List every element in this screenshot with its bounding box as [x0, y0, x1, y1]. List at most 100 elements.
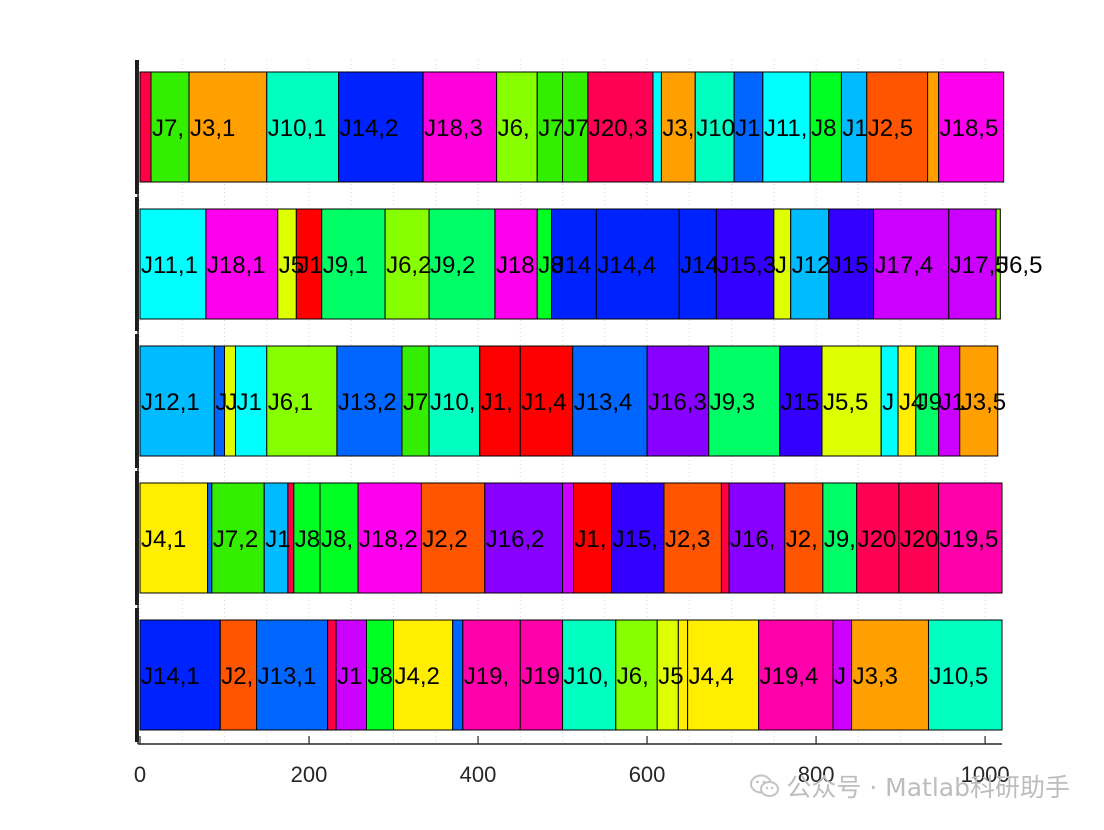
task-label: J10, [564, 663, 609, 690]
task-label: J9,1 [323, 252, 368, 279]
task-bars [135, 60, 1005, 742]
task-label: J18,1 [207, 252, 266, 279]
task-bar [562, 482, 575, 594]
task-bar [293, 482, 321, 594]
task-label: J1 [236, 389, 261, 416]
task-bar [784, 482, 824, 594]
task-label: J8 [811, 115, 836, 142]
task-bar [295, 208, 323, 320]
task-label: J2, [786, 526, 818, 553]
task-label: J18,2 [359, 526, 418, 553]
task-label: J12 [792, 252, 831, 279]
task-label: J3,5 [961, 389, 1006, 416]
task-bar [959, 345, 999, 457]
x-tick-label: 800 [798, 762, 835, 787]
task-label: J7 [403, 389, 428, 416]
task-bar [873, 208, 950, 320]
task-bar [927, 71, 940, 183]
task-bar [762, 71, 811, 183]
wechat-icon [750, 773, 780, 805]
watermark-text: 公众号 · Matlab科研助手 [786, 773, 1070, 802]
task-label: J17,5 [950, 252, 1009, 279]
task-label: J14,2 [340, 115, 399, 142]
task-label: J13,4 [574, 389, 633, 416]
task-bar [562, 71, 589, 183]
task-bar [856, 482, 900, 594]
task-bar [562, 619, 617, 731]
task-bar [496, 71, 538, 183]
task-bar [779, 345, 823, 457]
task-label: J7 [538, 115, 563, 142]
task-label: J10 [696, 115, 735, 142]
task-bar [587, 71, 654, 183]
task-label: J6,2 [386, 252, 431, 279]
task-bar [150, 71, 190, 183]
task-bar [660, 71, 696, 183]
task-bar [652, 71, 662, 183]
task-label: J14,4 [597, 252, 656, 279]
task-bar [256, 619, 329, 731]
task-bar [338, 71, 424, 183]
task-label: J16, [730, 526, 775, 553]
task-bar [519, 619, 564, 731]
task-label: J7 [564, 115, 589, 142]
task-bar [357, 482, 422, 594]
task-label: J9,3 [710, 389, 755, 416]
task-label: J13,1 [258, 663, 317, 690]
task-label: J1 [265, 526, 290, 553]
task-label: J16,3 [648, 389, 707, 416]
row-axis-marker [135, 334, 139, 468]
row-axis-marker [135, 197, 139, 331]
watermark: 公众号 · Matlab科研助手 [750, 768, 1070, 805]
task-label: J [215, 389, 227, 416]
task-label: J1 [940, 389, 965, 416]
task-label: J3,1 [190, 115, 235, 142]
task-bar [898, 482, 940, 594]
task-label: J5 [279, 252, 304, 279]
task-bar [927, 619, 1003, 731]
task-bar [938, 482, 1003, 594]
task-label: J1, [575, 526, 607, 553]
x-tick-label: 600 [629, 762, 666, 787]
task-bar [821, 345, 882, 457]
task-bar [266, 71, 340, 183]
task-bar [139, 345, 215, 457]
task-bar [611, 482, 665, 594]
x-tick-label: 400 [460, 762, 497, 787]
task-label: J6, [617, 663, 649, 690]
x-ticks: 0 200 400 600 800 1000 [134, 736, 1010, 787]
task-bar [733, 71, 764, 183]
task-label: J17,4 [875, 252, 934, 279]
task-bar [822, 482, 858, 594]
row-axis-marker [135, 471, 139, 605]
task-label: J1 [337, 663, 362, 690]
task-bar [479, 345, 521, 457]
task-label: J10, [430, 389, 475, 416]
task-label: J7,2 [213, 526, 258, 553]
task-bar [428, 345, 481, 457]
task-bar [573, 482, 613, 594]
task-label: J20 [900, 526, 939, 553]
task-bar [234, 345, 268, 457]
task-bar [809, 71, 842, 183]
task-label: J9,2 [430, 252, 475, 279]
task-label: J1 [735, 115, 760, 142]
task-label: J8 [295, 526, 320, 553]
task-label: J13,2 [338, 389, 397, 416]
task-label: J20 [858, 526, 897, 553]
task-label: J8, [321, 526, 353, 553]
task-label: J8 [367, 663, 392, 690]
task-label: J4,2 [395, 663, 440, 690]
task-label: J18 [496, 252, 535, 279]
task-label: J15,3 [717, 252, 776, 279]
task-label: J6, [498, 115, 530, 142]
task-bar [335, 619, 367, 731]
task-label: J15 [781, 389, 820, 416]
task-label: J1 [842, 115, 867, 142]
task-bar [551, 208, 597, 320]
task-label: J [775, 252, 787, 279]
task-label: J10,1 [268, 115, 327, 142]
task-bar [572, 345, 648, 457]
task-bar [494, 208, 538, 320]
